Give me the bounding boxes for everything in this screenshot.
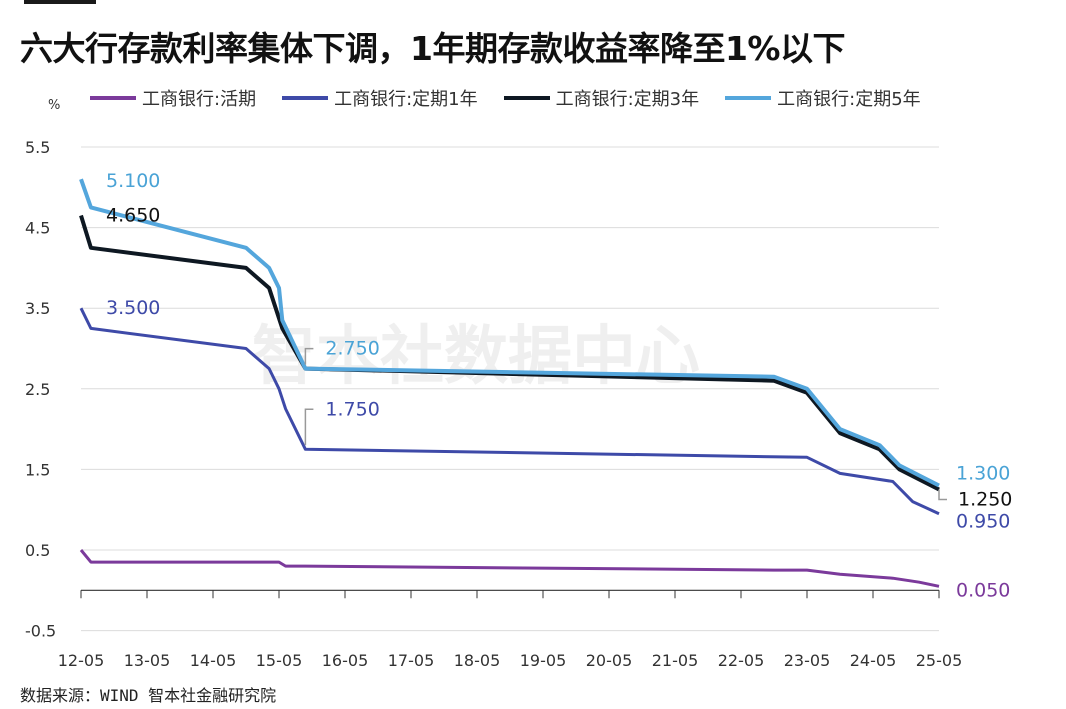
y-tick-label: 5.5 [25, 138, 50, 157]
y-tick-label: 2.5 [25, 380, 50, 399]
legend-label-5y: 工商银行:定期5年 [777, 89, 921, 110]
y-tick-label: 3.5 [25, 299, 50, 318]
legend-swatch-3y [503, 96, 550, 100]
x-tick-label: 20-05 [586, 651, 633, 670]
chart-title: 六大行存款利率集体下调，1年期存款收益率降至1%以下 [20, 29, 846, 68]
x-tick-label: 14-05 [190, 651, 237, 670]
x-tick-label: 13-05 [124, 651, 171, 670]
x-tick-label: 24-05 [850, 651, 897, 670]
y-tick-label: -0.5 [25, 622, 56, 641]
leader-line [304, 408, 314, 446]
x-tick-label: 12-05 [58, 651, 105, 670]
series-line [79, 178, 940, 488]
legend-item-5y: 工商银行:定期5年 [725, 85, 921, 111]
title-accent-bar [24, 0, 96, 4]
legend: 工商银行:活期 工商银行:定期1年 工商银行:定期3年 工商银行:定期5年 [90, 84, 947, 112]
legend-label-1y: 工商银行:定期1年 [334, 89, 478, 110]
x-tick-label: 15-05 [256, 651, 303, 670]
legend-item-1y: 工商银行:定期1年 [282, 85, 478, 111]
data-label-5y-start: 5.100 [106, 170, 160, 192]
data-labels: 5.100 4.650 3.500 2.750 1.750 1.300 1.2500.950… [106, 170, 1012, 601]
x-tick-label: 17-05 [388, 651, 435, 670]
legend-swatch-5y [725, 96, 772, 100]
legend-swatch-1y [282, 96, 329, 100]
x-tick-label: 22-05 [718, 651, 765, 670]
x-tick-label: 25-05 [916, 651, 963, 670]
series-line [79, 549, 940, 588]
series-lines [79, 178, 940, 588]
data-label-5y-end: 1.300 [956, 463, 1010, 485]
legend-item-3y: 工商银行:定期3年 [503, 85, 700, 111]
x-tick-label: 18-05 [454, 651, 501, 670]
y-tick-label: 4.5 [25, 219, 50, 238]
legend-swatch-current [90, 96, 136, 100]
x-tick-label: 21-05 [652, 651, 699, 670]
data-label-1y-mid: 1.750 [325, 398, 379, 420]
x-tick-label: 23-05 [784, 651, 831, 670]
data-label-3y-start: 4.650 [106, 205, 160, 227]
data-label-1y-start: 3.500 [106, 297, 160, 319]
gridlines [81, 146, 939, 632]
y-tick-label: 1.5 [25, 460, 50, 479]
leader-line [938, 489, 947, 501]
x-tick-label: 19-05 [520, 651, 567, 670]
legend-label-current: 工商银行:活期 [142, 89, 257, 110]
series-line [79, 307, 940, 516]
y-axis-unit: % [48, 98, 61, 113]
watermark: 智本社数据中心 [252, 320, 700, 394]
legend-label-3y: 工商银行:定期3年 [555, 89, 700, 110]
legend-item-current: 工商银行:活期 [90, 85, 256, 111]
x-axis: 12-05 13-05 14-05 15-05 16-05 17-05 18-05 19-05… [58, 589, 963, 670]
data-label-5y-mid: 2.750 [325, 338, 379, 360]
data-label-1y-end: 0.950 [956, 511, 1010, 533]
y-axis: 5.5 4.5 3.5 2.5 1.5 0.5 -0.5 [25, 138, 56, 641]
data-label-3y-end: 1.250 [958, 489, 1012, 511]
data-source: 数据来源：WIND 智本社金融研究院 [20, 686, 277, 705]
data-label-current-end: 0.050 [956, 579, 1010, 601]
leader-line [304, 347, 314, 365]
y-tick-label: 0.5 [25, 541, 50, 560]
x-tick-label: 16-05 [322, 651, 369, 670]
